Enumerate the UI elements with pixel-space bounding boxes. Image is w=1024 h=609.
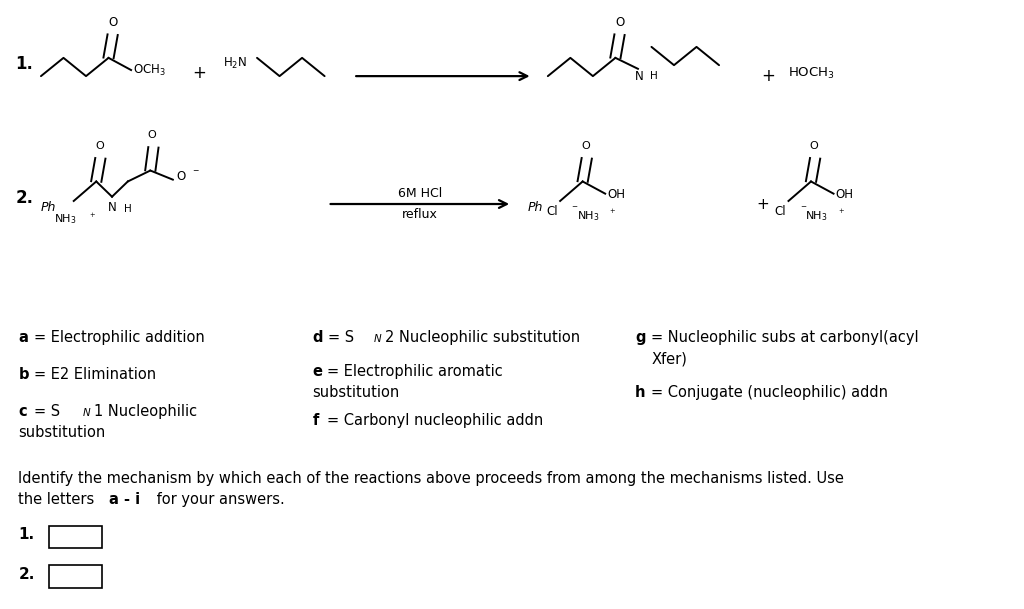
Text: $^+$: $^+$ xyxy=(837,208,845,218)
Text: f: f xyxy=(312,413,318,428)
Text: Xfer): Xfer) xyxy=(651,352,687,367)
Text: O: O xyxy=(582,141,590,151)
Text: c: c xyxy=(18,404,27,418)
Text: h: h xyxy=(635,385,645,400)
Text: 1 Nucleophilic: 1 Nucleophilic xyxy=(94,404,198,418)
Text: Identify the mechanism by which each of the reactions above proceeds from among : Identify the mechanism by which each of … xyxy=(18,471,845,485)
Text: OH: OH xyxy=(836,188,854,202)
Text: $^-$: $^-$ xyxy=(570,205,580,214)
Text: g: g xyxy=(635,331,645,345)
Text: NH$_3$: NH$_3$ xyxy=(805,209,827,223)
Text: +: + xyxy=(757,197,769,211)
Text: = E2 Elimination: = E2 Elimination xyxy=(34,367,156,382)
Text: $_N$: $_N$ xyxy=(82,404,91,418)
Text: 1.: 1. xyxy=(18,527,35,542)
Text: e: e xyxy=(312,364,323,379)
Text: substitution: substitution xyxy=(18,425,105,440)
Text: a - i: a - i xyxy=(109,492,139,507)
Text: O: O xyxy=(147,130,156,140)
Text: H: H xyxy=(124,204,132,214)
Text: $^-$: $^-$ xyxy=(191,169,201,178)
Text: a: a xyxy=(18,331,29,345)
Text: Cl: Cl xyxy=(774,205,786,219)
Text: for your answers.: for your answers. xyxy=(152,492,285,507)
FancyBboxPatch shape xyxy=(49,565,102,588)
Text: the letters: the letters xyxy=(18,492,99,507)
Text: $^-$: $^-$ xyxy=(799,205,808,214)
Text: 2.: 2. xyxy=(15,189,34,207)
Text: 1.: 1. xyxy=(15,55,33,73)
Text: H$_2$N: H$_2$N xyxy=(223,57,248,71)
Text: O: O xyxy=(810,141,818,151)
Text: d: d xyxy=(312,331,323,345)
Text: 2.: 2. xyxy=(18,567,35,582)
Text: $^+$: $^+$ xyxy=(88,212,96,222)
Text: = Electrophilic aromatic: = Electrophilic aromatic xyxy=(327,364,503,379)
Text: OCH$_3$: OCH$_3$ xyxy=(133,63,166,77)
Text: H: H xyxy=(650,71,658,81)
Text: N: N xyxy=(108,201,117,214)
Text: reflux: reflux xyxy=(401,208,438,222)
Text: HOCH$_3$: HOCH$_3$ xyxy=(788,66,836,80)
Text: O: O xyxy=(614,16,625,29)
Text: +: + xyxy=(193,64,207,82)
Text: O: O xyxy=(108,16,118,29)
Text: $^+$: $^+$ xyxy=(608,208,616,218)
Text: OH: OH xyxy=(607,188,626,202)
Text: N: N xyxy=(635,70,643,83)
Text: = Carbonyl nucleophilic addn: = Carbonyl nucleophilic addn xyxy=(327,413,543,428)
Text: O: O xyxy=(95,141,103,151)
Text: = S: = S xyxy=(328,331,354,345)
Text: substitution: substitution xyxy=(312,385,399,400)
Text: Ph: Ph xyxy=(41,200,56,214)
Text: NH$_3$: NH$_3$ xyxy=(577,209,599,223)
Text: = Conjugate (nucleophilic) addn: = Conjugate (nucleophilic) addn xyxy=(651,385,888,400)
Text: +: + xyxy=(761,67,775,85)
Text: NH$_3$: NH$_3$ xyxy=(54,213,77,226)
Text: b: b xyxy=(18,367,29,382)
Text: Cl: Cl xyxy=(546,205,558,219)
Text: = Nucleophilic subs at carbonyl(acyl: = Nucleophilic subs at carbonyl(acyl xyxy=(651,331,919,345)
Text: = S: = S xyxy=(34,404,60,418)
Text: Ph: Ph xyxy=(527,200,543,214)
Text: O: O xyxy=(176,170,185,183)
FancyBboxPatch shape xyxy=(49,526,102,548)
Text: 2 Nucleophilic substitution: 2 Nucleophilic substitution xyxy=(385,331,581,345)
Text: 6M HCl: 6M HCl xyxy=(397,186,442,200)
Text: = Electrophilic addition: = Electrophilic addition xyxy=(34,331,205,345)
Text: $_N$: $_N$ xyxy=(373,331,382,345)
